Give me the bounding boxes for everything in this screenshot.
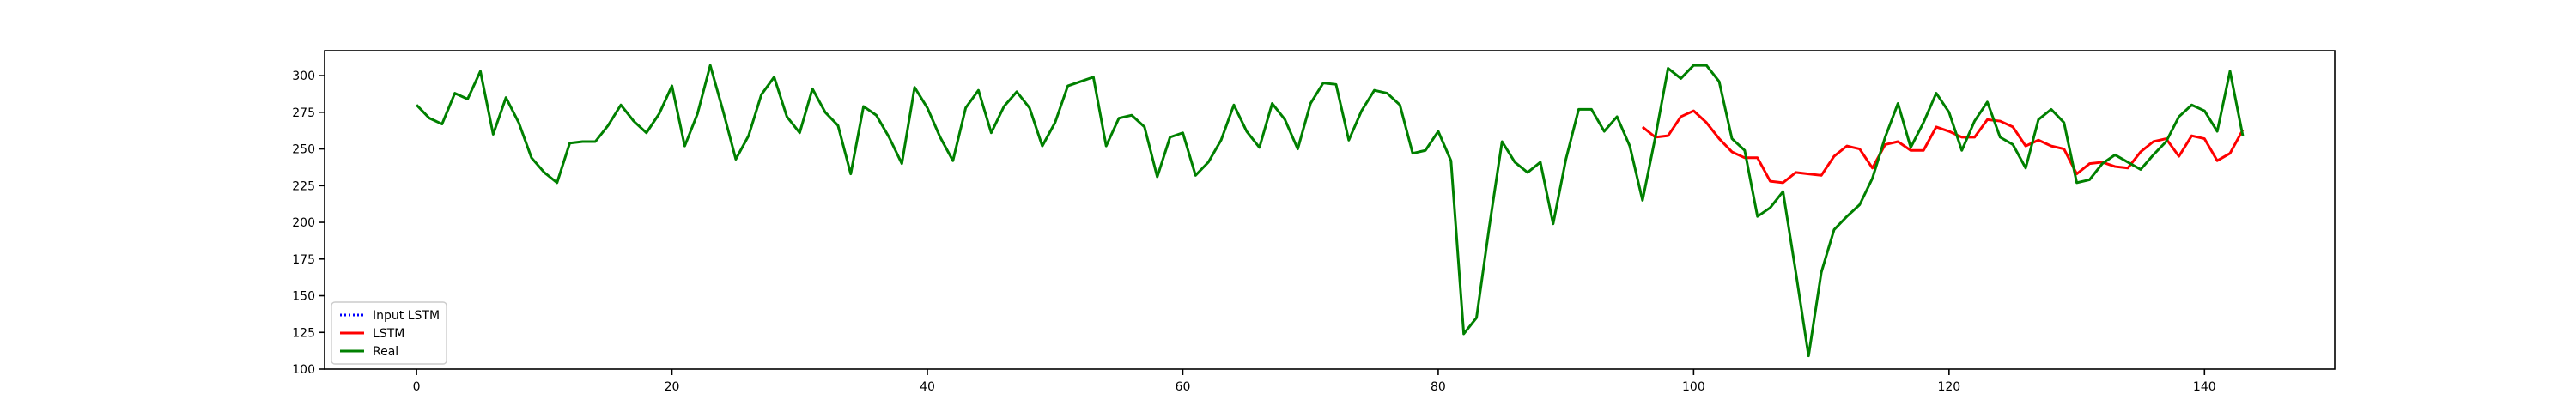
x-tick-label: 60: [1176, 380, 1191, 394]
x-tick-label: 40: [920, 380, 935, 394]
x-tick-label: 100: [1682, 380, 1705, 394]
plot-content: [416, 64, 2245, 358]
legend-label-real: Real: [373, 345, 398, 359]
y-tick-label: 200: [292, 216, 315, 230]
y-tick-label: 250: [292, 143, 315, 157]
x-tick-label: 20: [665, 380, 680, 394]
series-line-lstm: [1641, 109, 2245, 185]
y-tick-label: 150: [292, 290, 315, 304]
x-tick-label: 0: [413, 380, 421, 394]
y-axis: 100 125 150 175 200 225 250 275 300: [292, 70, 325, 377]
x-tick-label: 140: [2193, 380, 2216, 394]
y-tick-label: 275: [292, 106, 315, 120]
x-axis: 0 20 40 60 80 100 120 140: [413, 369, 2216, 394]
y-tick-label: 100: [292, 363, 315, 377]
y-tick-label: 300: [292, 70, 315, 83]
plot-frame: [324, 50, 2336, 370]
legend-label-lstm: LSTM: [373, 327, 404, 341]
y-tick-label: 175: [292, 253, 315, 267]
y-tick-label: 125: [292, 326, 315, 340]
series-line-real: [416, 64, 2245, 358]
legend: Input LSTM LSTM Real: [331, 301, 447, 365]
x-tick-label: 80: [1431, 380, 1446, 394]
x-tick-label: 120: [1937, 380, 1960, 394]
legend-box: [331, 301, 447, 365]
y-tick-label: 225: [292, 179, 315, 193]
legend-label-input-lstm: Input LSTM: [373, 309, 440, 323]
